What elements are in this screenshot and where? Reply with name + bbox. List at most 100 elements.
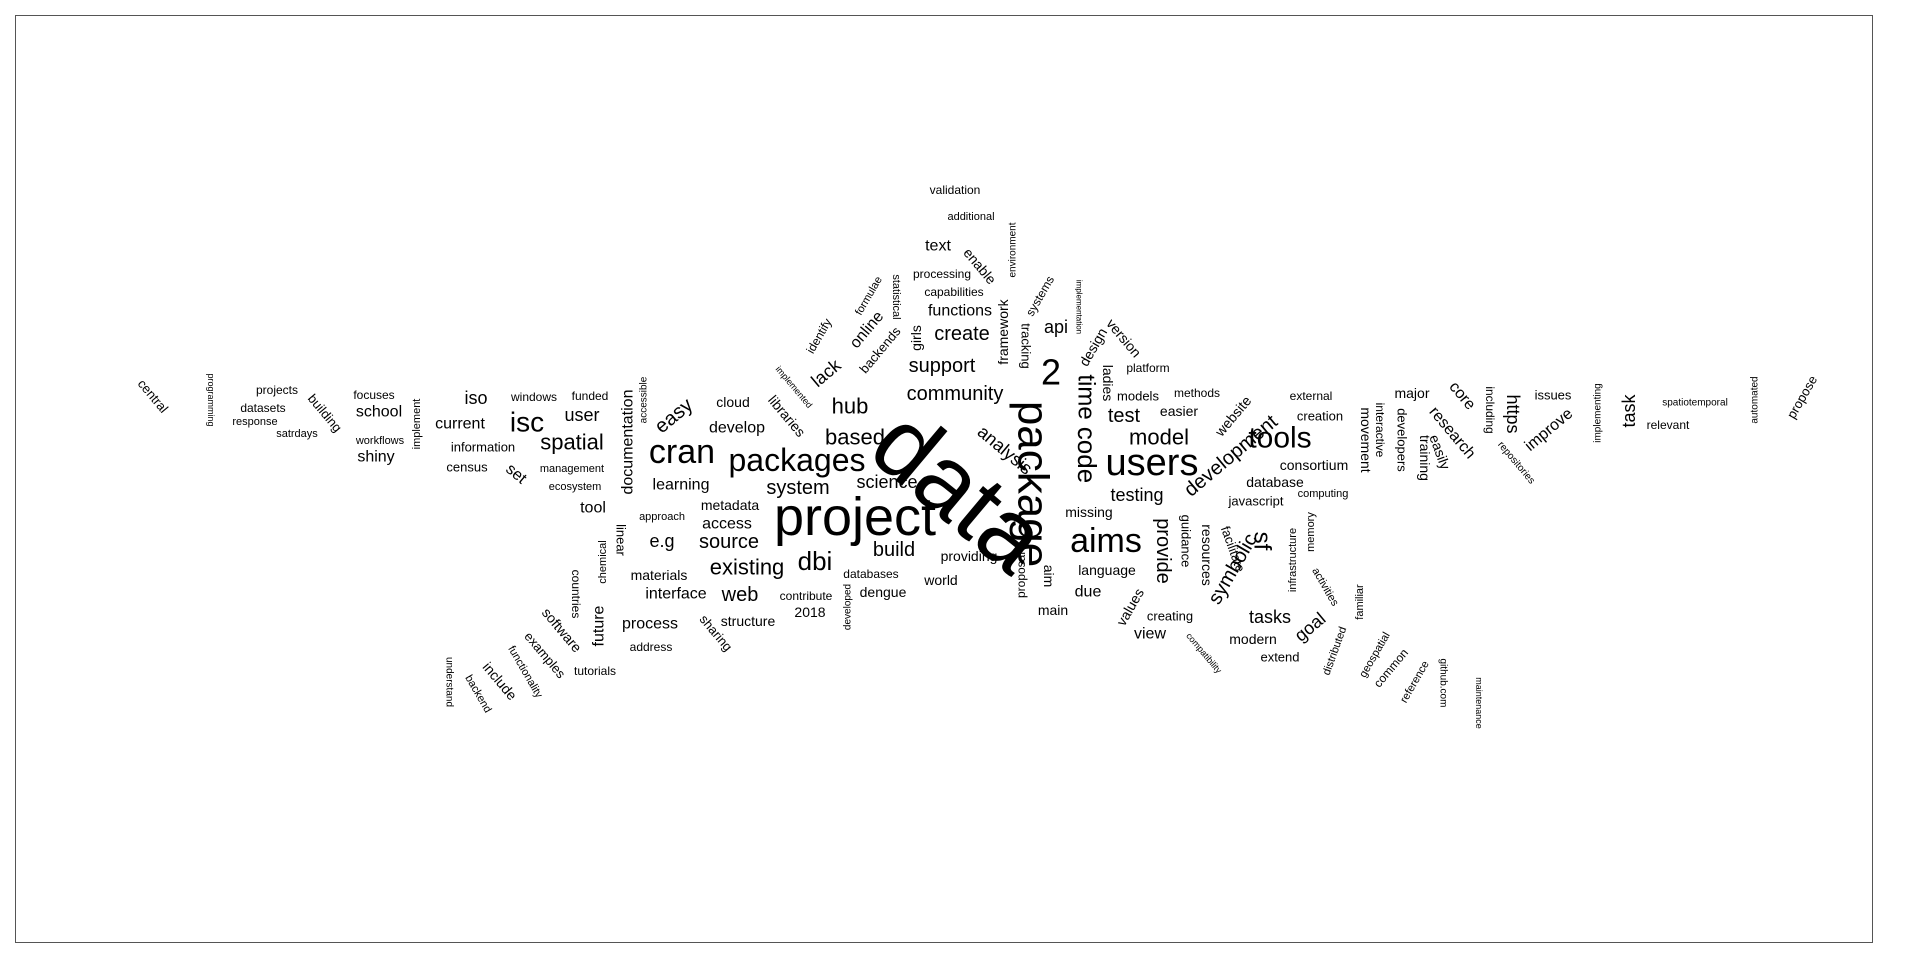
word-automated: automated	[1750, 376, 1761, 423]
word-learning: learning	[653, 477, 710, 494]
word-documentation: documentation	[620, 390, 637, 495]
word-user: user	[564, 405, 599, 425]
word-implementing: implementing	[1593, 383, 1604, 442]
word-testing: testing	[1110, 485, 1163, 505]
word-maintenance: maintenance	[1474, 677, 1484, 729]
word-dbi: dbi	[798, 546, 833, 576]
word-cloud: cloud	[716, 394, 749, 410]
word-environment: environment	[1008, 222, 1019, 277]
word-sf: sf	[1249, 532, 1276, 551]
word-windows: windows	[510, 390, 557, 404]
word-missing: missing	[1065, 504, 1112, 520]
word-current: current	[435, 416, 485, 433]
word-developed: developed	[843, 584, 854, 630]
word-world: world	[923, 572, 957, 588]
word-memory: memory	[1305, 512, 1317, 552]
word-existing: existing	[710, 555, 785, 580]
word-support: support	[909, 355, 976, 377]
word-improve: improve	[1522, 405, 1577, 455]
word-materials: materials	[631, 567, 688, 583]
word-guidance: guidance	[1179, 515, 1194, 568]
word-main: main	[1038, 602, 1068, 618]
word-external: external	[1290, 389, 1333, 403]
word-computing: computing	[1298, 488, 1349, 500]
word-modern: modern	[1229, 631, 1276, 647]
word-https: https	[1503, 394, 1523, 433]
word-task: task	[1619, 393, 1639, 427]
word-statistical: statistical	[890, 274, 902, 319]
word-including: including	[1483, 386, 1497, 433]
word-tutorials: tutorials	[574, 664, 616, 678]
word-databases: databases	[843, 567, 898, 581]
word-focuses: focuses	[353, 388, 394, 402]
word-model: model	[1129, 425, 1189, 450]
word-package: package	[1009, 401, 1058, 567]
word-tasks: tasks	[1249, 607, 1291, 627]
word-ladies: ladies	[1100, 365, 1116, 402]
word-test: test	[1108, 405, 1141, 427]
word-process: process	[622, 616, 678, 633]
word-database: database	[1246, 474, 1304, 490]
word-major: major	[1394, 385, 1429, 401]
word-packages: packages	[729, 442, 866, 478]
word-structure: structure	[721, 613, 776, 629]
word-code: code	[1072, 427, 1102, 483]
word-view: view	[1134, 626, 1166, 643]
word-dengue: dengue	[860, 584, 907, 600]
word-platform: platform	[1126, 361, 1169, 375]
word-source: source	[699, 531, 759, 553]
word-providing: providing	[941, 548, 998, 564]
word-time: time	[1073, 374, 1100, 419]
word-javascript: javascript	[1228, 494, 1284, 509]
word-core: core	[1445, 379, 1478, 414]
word-validation: validation	[930, 183, 981, 197]
word-satrdays: satrdays	[276, 428, 318, 440]
word-additional: additional	[947, 211, 994, 223]
word-models: models	[1117, 389, 1159, 404]
word-metadata: metadata	[701, 497, 760, 513]
word-identify: identify	[803, 316, 834, 356]
word-based: based	[825, 425, 885, 450]
word-formulae: formulae	[853, 274, 885, 317]
word-text: text	[925, 238, 951, 255]
word-resources: resources	[1199, 524, 1215, 585]
word-distributed: distributed	[1321, 625, 1350, 677]
word-framework: framework	[995, 298, 1011, 364]
word-project: project	[774, 487, 936, 547]
word-tools: tools	[1248, 422, 1311, 455]
word-provide: provide	[1152, 518, 1174, 584]
word-propose: propose	[1784, 373, 1820, 421]
word-future: future	[591, 605, 608, 646]
word-users: users	[1106, 442, 1199, 484]
word-tool: tool	[580, 500, 606, 517]
word-processing: processing	[913, 267, 971, 281]
word-science: science	[856, 472, 917, 492]
word-github-com: github.com	[1438, 659, 1449, 708]
word-cran: cran	[649, 433, 715, 471]
word-accessible: accessible	[639, 376, 650, 423]
word-movement: movement	[1358, 407, 1374, 472]
word-api: api	[1044, 317, 1068, 337]
word-goal: goal	[1291, 608, 1330, 645]
word-projects: projects	[256, 383, 298, 397]
word-developers: developers	[1395, 408, 1410, 472]
word-2: 2	[1041, 352, 1061, 393]
word-reference: reference	[1398, 659, 1432, 705]
word-chemical: chemical	[597, 540, 609, 583]
word-hub: hub	[832, 394, 869, 419]
word-activities: activities	[1309, 566, 1341, 609]
word-create: create	[934, 323, 990, 345]
word-relevant: relevant	[1647, 418, 1690, 432]
plot-frame	[15, 15, 1873, 943]
word-access: access	[702, 516, 752, 533]
word-interactive: interactive	[1373, 403, 1387, 458]
word-familiar: familiar	[1354, 584, 1366, 620]
word-approach: approach	[639, 511, 685, 523]
word-set: set	[502, 461, 530, 488]
word-spatial: spatial	[540, 430, 604, 455]
word-response: response	[232, 416, 277, 428]
word-girls: girls	[908, 325, 924, 351]
word-systems: systems	[1023, 273, 1057, 318]
word-datasets: datasets	[240, 401, 285, 415]
